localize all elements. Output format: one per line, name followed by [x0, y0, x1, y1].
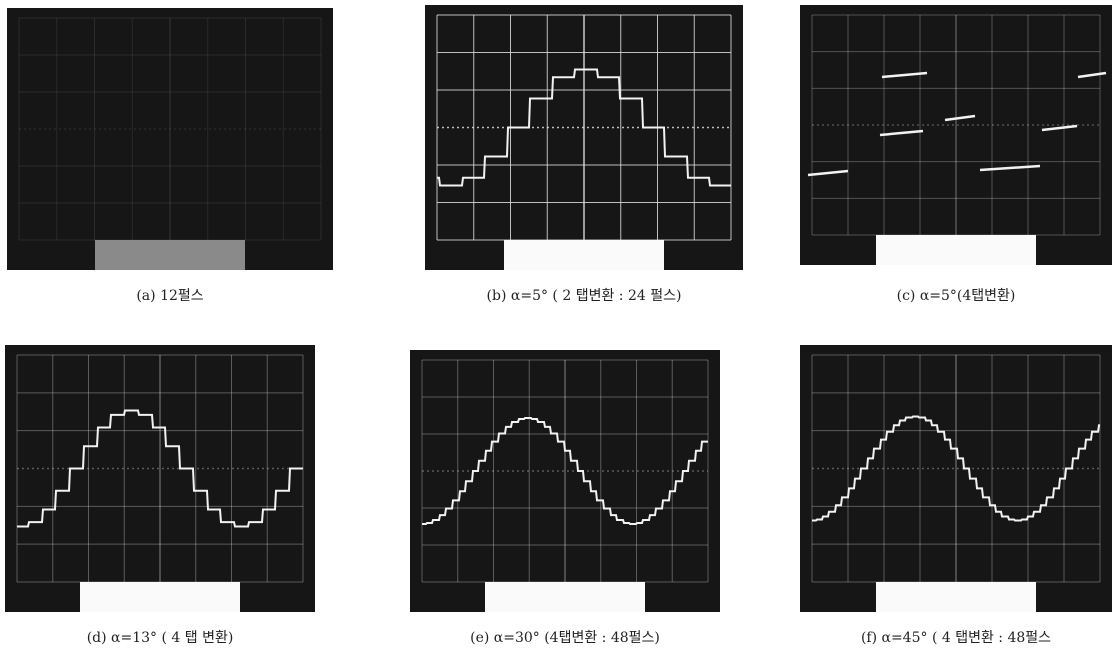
caption: (d) α=13° ( 4 탭 변환): [87, 630, 234, 646]
screen-label: [95, 240, 245, 270]
oscilloscope-photo: [800, 345, 1112, 612]
oscilloscope-photo: [800, 5, 1112, 265]
caption: (b) α=5° ( 2 탭변환 : 24 펄스): [487, 288, 682, 304]
screen-label: [80, 582, 240, 612]
oscilloscope-photo: [7, 8, 333, 270]
screen-label: [504, 240, 664, 270]
caption: (c) α=5°(4탭변환): [897, 288, 1016, 304]
screen-label: [876, 235, 1036, 265]
oscilloscope-photo: [425, 5, 743, 270]
screen-label: [485, 582, 645, 612]
caption: (f) α=45° ( 4 탭변환 : 48펄스: [861, 630, 1051, 646]
oscilloscope-photo: [410, 350, 720, 612]
screen-label: [876, 582, 1036, 612]
figure-canvas: (a) 12펄스 (b) α=5° ( 2 탭변환 : 24 펄스) (c) α=5…: [0, 0, 1119, 664]
figure: (a) 12펄스 (b) α=5° ( 2 탭변환 : 24 펄스) (c) α=5…: [0, 0, 1119, 664]
caption: (e) α=30° (4탭변환 : 48펄스): [470, 630, 660, 646]
caption: (a) 12펄스: [136, 288, 203, 304]
oscilloscope-photo: [5, 345, 315, 612]
